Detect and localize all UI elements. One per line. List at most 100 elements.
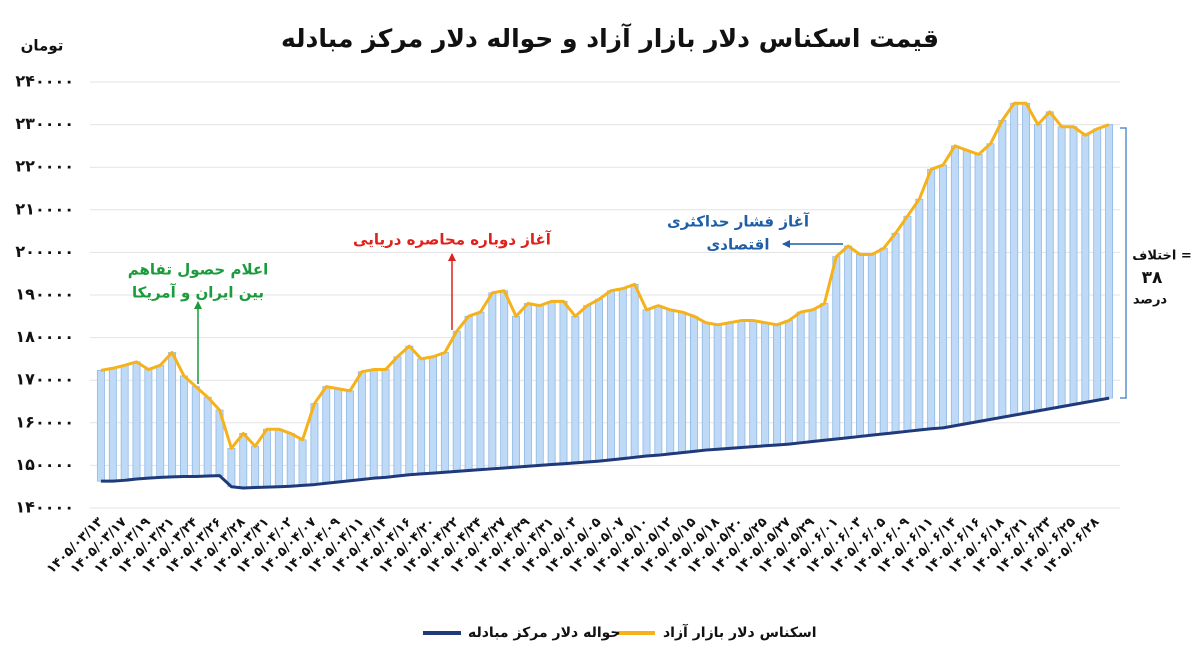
difference-bar — [856, 254, 864, 437]
annotation-text: اقتصادی — [707, 236, 770, 254]
y-tick-label: ۲۱۰۰۰۰ — [15, 199, 74, 218]
chart-title: قیمت اسکناس دلار بازار آزاد و حواله دلار… — [281, 23, 939, 54]
y-axis-title: تومان — [21, 37, 64, 55]
difference-bar — [903, 215, 912, 432]
difference-value: ۳۸ — [1142, 268, 1163, 288]
difference-bar — [725, 322, 734, 449]
difference-bar — [1045, 111, 1054, 410]
annotation-text: آغاز دوباره محاصره دریایی — [353, 231, 552, 249]
difference-bar — [761, 322, 770, 447]
difference-bar — [251, 445, 260, 488]
difference-bar — [630, 283, 639, 458]
difference-bar — [749, 320, 758, 448]
y-tick-label: ۱۸۰۰۰۰ — [15, 327, 74, 346]
annotation-text: بین ایران و آمریکا — [132, 284, 264, 302]
difference-bar — [773, 324, 781, 446]
difference-bar — [737, 320, 746, 448]
difference-bar — [144, 369, 153, 479]
difference-bar — [820, 303, 829, 441]
difference-unit: درصد — [1133, 293, 1168, 308]
difference-bar — [998, 119, 1007, 418]
difference-bar — [168, 352, 177, 478]
difference-bar — [179, 375, 188, 477]
series-line — [100, 396, 1110, 490]
difference-bar — [191, 386, 200, 477]
difference-bar — [974, 154, 983, 422]
difference-bar — [512, 315, 521, 468]
difference-bar — [417, 358, 426, 475]
difference-label: اختلاف = — [1132, 249, 1192, 264]
difference-bar — [1033, 124, 1042, 412]
y-tick-label: ۲۴۰۰۰۰ — [15, 72, 74, 91]
difference-bar — [832, 256, 841, 440]
difference-bar — [701, 322, 710, 451]
difference-bar — [227, 447, 236, 488]
difference-bar — [796, 311, 805, 444]
difference-bar — [1057, 126, 1066, 408]
difference-bar — [784, 320, 793, 445]
difference-bar — [618, 288, 627, 459]
difference-bar — [547, 300, 556, 465]
difference-bar — [867, 254, 876, 436]
difference-bar — [440, 352, 449, 473]
difference-bar — [381, 369, 390, 478]
difference-bar — [808, 309, 817, 442]
difference-bar — [203, 396, 212, 477]
difference-bar — [464, 315, 473, 471]
difference-bar — [322, 386, 331, 484]
difference-bar — [950, 145, 959, 427]
difference-bar — [713, 324, 722, 450]
difference-bar — [523, 303, 532, 467]
difference-bar — [298, 439, 307, 486]
difference-bar — [927, 168, 936, 430]
annotation-text: اعلام حصول تفاهم — [128, 261, 268, 279]
difference-bracket — [1120, 127, 1127, 399]
difference-bar — [606, 290, 615, 461]
difference-bar — [879, 247, 888, 435]
difference-bar — [1022, 102, 1031, 414]
difference-bar — [583, 305, 592, 463]
difference-bar — [239, 433, 248, 489]
y-tick-label: ۱۷۰۰۰۰ — [15, 370, 74, 389]
difference-bar — [476, 311, 485, 471]
legend-label: حواله دلار مرکز مبادله — [468, 625, 621, 641]
difference-bar — [559, 300, 568, 465]
annotation-text: آغاز فشار حداکثری — [667, 213, 810, 231]
difference-bar — [915, 198, 924, 431]
y-tick-label: ۲۲۰۰۰۰ — [15, 157, 74, 176]
difference-bar — [132, 361, 141, 480]
difference-bar — [595, 298, 604, 462]
difference-bar — [1010, 102, 1019, 416]
difference-bar — [488, 292, 497, 470]
y-tick-label: ۲۳۰۰۰۰ — [15, 114, 74, 133]
difference-bar — [156, 364, 165, 478]
y-tick-label: ۱۵۰۰۰۰ — [15, 455, 74, 474]
difference-bar — [689, 315, 698, 452]
difference-bar — [500, 290, 509, 469]
difference-bar — [642, 309, 651, 457]
difference-bar — [986, 143, 995, 420]
y-tick-label: ۱۶۰۰۰۰ — [15, 412, 74, 431]
difference-bar — [939, 164, 947, 429]
difference-bar — [1069, 126, 1078, 405]
difference-bar — [120, 364, 129, 481]
difference-bar — [286, 433, 295, 487]
difference-bar — [891, 232, 900, 433]
series-line — [100, 101, 1110, 450]
difference-bar — [369, 369, 378, 479]
difference-bar — [429, 356, 437, 474]
difference-bar — [274, 428, 283, 488]
difference-bar — [96, 370, 105, 482]
difference-bar — [334, 388, 343, 483]
y-tick-label: ۱۴۰۰۰۰ — [15, 498, 74, 517]
difference-bar — [1093, 128, 1102, 401]
difference-bar — [571, 315, 580, 464]
difference-bar — [1081, 134, 1090, 403]
difference-bar — [654, 305, 663, 456]
legend-label: اسکناس دلار بازار آزاد — [663, 623, 817, 641]
difference-bar — [452, 330, 461, 472]
y-tick-label: ۱۹۰۰۰۰ — [15, 285, 74, 304]
difference-bar — [666, 309, 675, 455]
difference-bar — [393, 356, 402, 477]
